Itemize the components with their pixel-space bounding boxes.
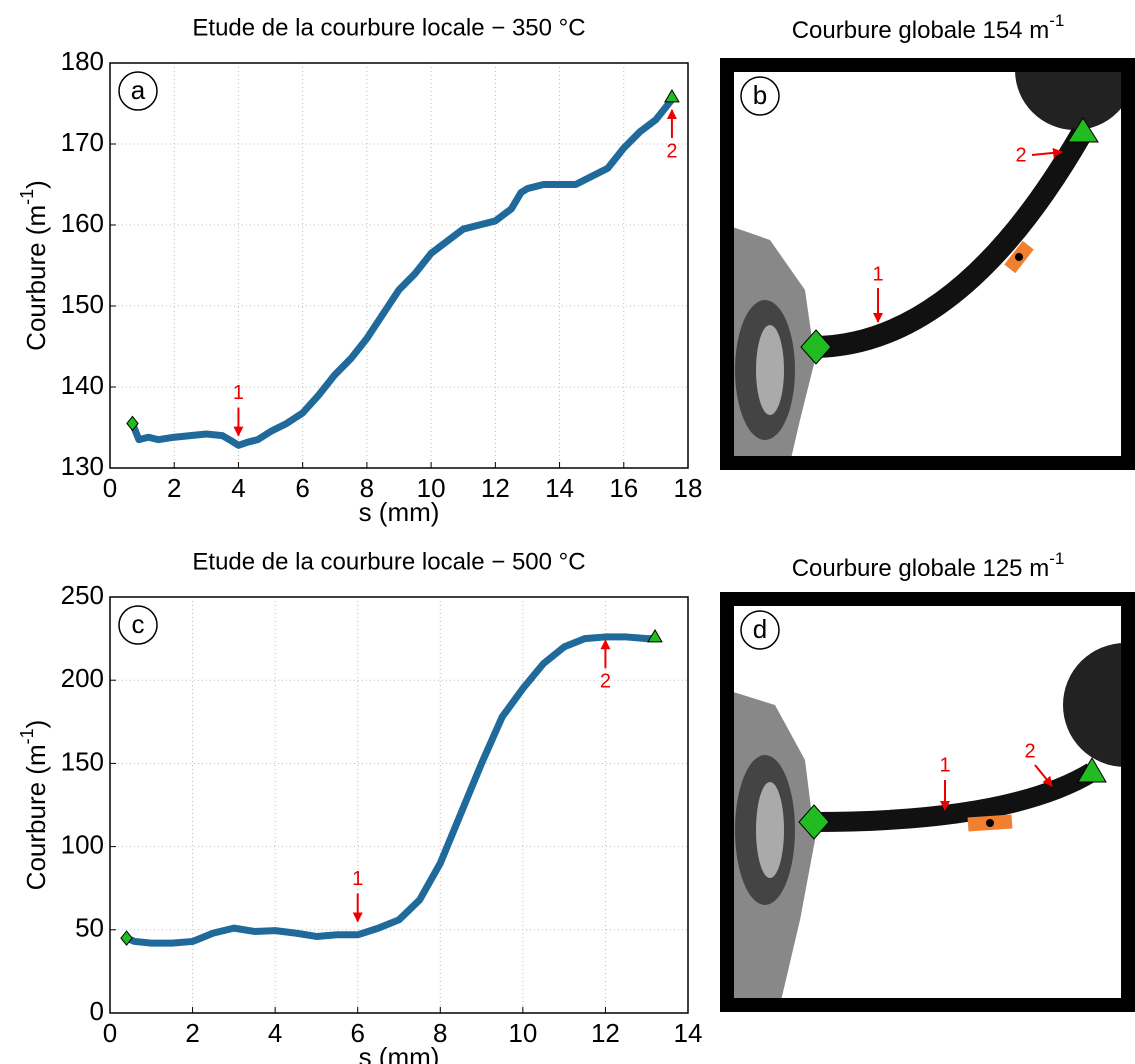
y-tick-label: 180 — [61, 46, 104, 76]
y-tick-label: 250 — [61, 580, 104, 610]
x-tick-label: 10 — [417, 473, 446, 503]
x-tick-label: 6 — [350, 1018, 364, 1048]
x-tick-label: 10 — [508, 1018, 537, 1048]
photo-title: Courbure globale 125 m-1 — [792, 549, 1065, 582]
y-tick-label: 0 — [90, 996, 104, 1026]
y-axis-label: Courbure (m-1) — [17, 180, 51, 351]
x-tick-label: 6 — [295, 473, 309, 503]
x-tick-label: 4 — [268, 1018, 282, 1048]
panel-letter: d — [753, 614, 767, 644]
x-tick-label: 2 — [167, 473, 181, 503]
photo-d: Courbure globale 125 m-1 1 2 d — [720, 549, 1135, 1012]
y-axis-label-part: -1 — [17, 728, 37, 744]
y-axis-label-part: Courbure (m — [21, 205, 51, 351]
y-axis-label-part: Courbure (m — [21, 744, 51, 890]
panel-letter: a — [131, 75, 146, 105]
marker — [126, 415, 139, 432]
plot-frame — [109, 62, 689, 469]
panel-letter: c — [132, 609, 145, 639]
x-tick-label: 8 — [360, 473, 374, 503]
panel-letter: b — [753, 80, 767, 110]
photo-label: 2 — [1015, 144, 1026, 166]
y-axis-label-part: ) — [21, 720, 51, 729]
photo-label: 1 — [872, 263, 883, 285]
x-tick-label: 2 — [185, 1018, 199, 1048]
annotation-label: 2 — [600, 671, 611, 693]
x-tick-label: 18 — [674, 473, 703, 503]
x-tick-label: 14 — [545, 473, 574, 503]
y-axis-label: Courbure (m-1) — [17, 720, 51, 891]
y-tick-label: 170 — [61, 127, 104, 157]
x-tick-label: 14 — [674, 1018, 703, 1048]
x-tick-label: 16 — [609, 473, 638, 503]
photo-title: Courbure globale 154 m-1 — [792, 11, 1065, 44]
photo-b: Courbure globale 154 m-1 1 2 b — [720, 11, 1135, 470]
y-tick-label: 100 — [61, 829, 104, 859]
photo-label: 1 — [939, 754, 950, 776]
annotation-label: 1 — [233, 382, 244, 404]
y-tick-label: 200 — [61, 663, 104, 693]
annotation-label: 2 — [666, 140, 677, 162]
y-axis-label-part: -1 — [17, 189, 37, 205]
x-tick-label: 12 — [481, 473, 510, 503]
y-tick-label: 50 — [75, 913, 104, 943]
x-axis-label: s (mm) — [359, 497, 440, 527]
x-tick-label: 0 — [103, 1018, 117, 1048]
x-tick-label: 0 — [103, 473, 117, 503]
y-tick-label: 150 — [61, 289, 104, 319]
y-tick-label: 130 — [61, 451, 104, 481]
marker — [120, 930, 133, 946]
y-tick-label: 140 — [61, 370, 104, 400]
plot-area — [110, 597, 688, 1013]
y-tick-label: 150 — [61, 746, 104, 776]
data-line — [123, 633, 659, 947]
chart-title: Etude de la courbure locale − 350 °C — [192, 14, 585, 41]
annotation-label: 1 — [352, 868, 363, 890]
plot-area — [110, 63, 688, 468]
chart-title: Etude de la courbure locale − 500 °C — [192, 548, 585, 575]
marker — [647, 628, 663, 643]
x-axis-label: s (mm) — [359, 1042, 440, 1064]
y-tick-label: 160 — [61, 208, 104, 238]
plot-frame — [109, 596, 689, 1014]
panel-circle — [118, 71, 158, 111]
x-tick-label: 8 — [433, 1018, 447, 1048]
photo-label: 2 — [1024, 740, 1035, 762]
data-line — [128, 95, 676, 449]
x-tick-label: 12 — [591, 1018, 620, 1048]
x-tick-label: 4 — [231, 473, 245, 503]
y-axis-label-part: ) — [21, 180, 51, 189]
panel-circle — [118, 605, 158, 645]
marker — [664, 89, 680, 103]
